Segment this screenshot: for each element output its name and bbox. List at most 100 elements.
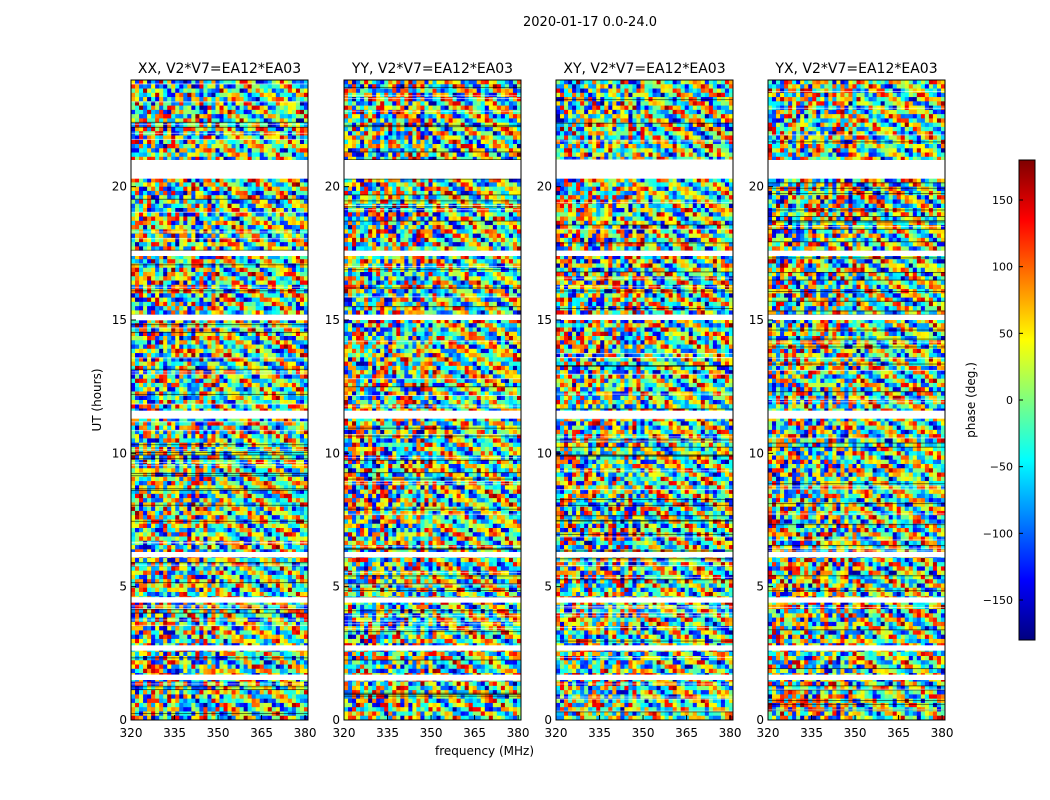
phase-cell: [203, 545, 207, 550]
phase-cell: [159, 93, 163, 98]
phase-cell: [264, 259, 268, 264]
phase-cell: [248, 545, 252, 550]
phase-cell: [244, 426, 248, 431]
phase-cell: [296, 263, 300, 268]
phase-cell: [276, 140, 280, 145]
phase-cell: [244, 374, 248, 379]
phase-cell: [232, 199, 236, 204]
phase-cell: [284, 455, 288, 460]
phase-cell: [232, 268, 236, 273]
phase-cell: [236, 199, 240, 204]
phase-cell: [252, 404, 256, 409]
phase-cell: [175, 387, 179, 392]
phase-cell: [276, 366, 280, 371]
phase-cell: [151, 477, 155, 482]
phase-cell: [252, 362, 256, 367]
phase-cell: [232, 498, 236, 503]
phase-cell: [215, 524, 219, 529]
phase-cell: [155, 140, 159, 145]
phase-cell: [248, 289, 252, 294]
phase-cell: [228, 502, 232, 507]
phase-cell: [167, 306, 171, 311]
phase-cell: [167, 114, 171, 119]
phase-cell: [284, 323, 288, 328]
phase-cell: [151, 558, 155, 563]
phase-cell: [296, 153, 300, 158]
phase-cell: [260, 340, 264, 345]
phase-cell: [264, 426, 268, 431]
phase-cell: [155, 97, 159, 102]
phase-cell: [139, 511, 143, 516]
phase-cell: [195, 178, 199, 183]
phase-cell: [191, 404, 195, 409]
phase-cell: [167, 148, 171, 153]
phase-cell: [252, 281, 256, 286]
phase-cell: [236, 511, 240, 516]
phase-cell: [191, 507, 195, 512]
phase-cell: [155, 455, 159, 460]
phase-cell: [163, 97, 167, 102]
phase-cell: [288, 191, 292, 196]
phase-cell: [300, 153, 304, 158]
phase-cell: [179, 464, 183, 469]
phase-cell: [151, 396, 155, 401]
phase-cell: [199, 387, 203, 392]
phase-cell: [195, 217, 199, 222]
phase-cell: [131, 396, 135, 401]
phase-cell: [155, 426, 159, 431]
phase-cell: [175, 204, 179, 209]
phase-cell: [159, 191, 163, 196]
phase-cell: [248, 494, 252, 499]
phase-cell: [143, 438, 147, 443]
phase-cell: [280, 545, 284, 550]
phase-cell: [215, 93, 219, 98]
phase-cell: [191, 272, 195, 277]
phase-cell: [260, 494, 264, 499]
phase-cell: [199, 532, 203, 537]
phase-cell: [276, 106, 280, 111]
phase-cell: [256, 502, 260, 507]
phase-cell: [268, 187, 272, 192]
phase-cell: [215, 404, 219, 409]
phase-cell: [296, 353, 300, 358]
phase-cell: [268, 391, 272, 396]
phase-cell: [211, 259, 215, 264]
phase-cell: [159, 110, 163, 115]
phase-cell: [276, 281, 280, 286]
phase-cell: [268, 481, 272, 486]
phase-cell: [292, 302, 296, 307]
phase-cell: [248, 438, 252, 443]
phase-cell: [284, 485, 288, 490]
phase-cell: [135, 187, 139, 192]
phase-cell: [151, 507, 155, 512]
phase-cell: [288, 199, 292, 204]
phase-cell: [252, 434, 256, 439]
phase-cell: [179, 89, 183, 94]
phase-cell: [215, 396, 219, 401]
phase-cell: [183, 396, 187, 401]
phase-cell: [139, 268, 143, 273]
phase-cell: [300, 464, 304, 469]
phase-cell: [199, 524, 203, 529]
phase-cell: [167, 199, 171, 204]
phase-cell: [195, 302, 199, 307]
phase-cell: [292, 225, 296, 230]
phase-cell: [300, 426, 304, 431]
phase-cell: [252, 302, 256, 307]
phase-cell: [203, 310, 207, 315]
phase-cell: [236, 349, 240, 354]
phase-cell: [272, 396, 276, 401]
phase-cell: [199, 353, 203, 358]
phase-cell: [224, 221, 228, 226]
phase-cell: [139, 498, 143, 503]
phase-cell: [151, 298, 155, 303]
phase-cell: [296, 89, 300, 94]
phase-cell: [292, 144, 296, 149]
phase-cell: [244, 191, 248, 196]
phase-cell: [268, 362, 272, 367]
phase-cell: [244, 242, 248, 247]
phase-cell: [183, 268, 187, 273]
phase-cell: [167, 140, 171, 145]
phase-cell: [272, 345, 276, 350]
phase-cell: [215, 276, 219, 281]
